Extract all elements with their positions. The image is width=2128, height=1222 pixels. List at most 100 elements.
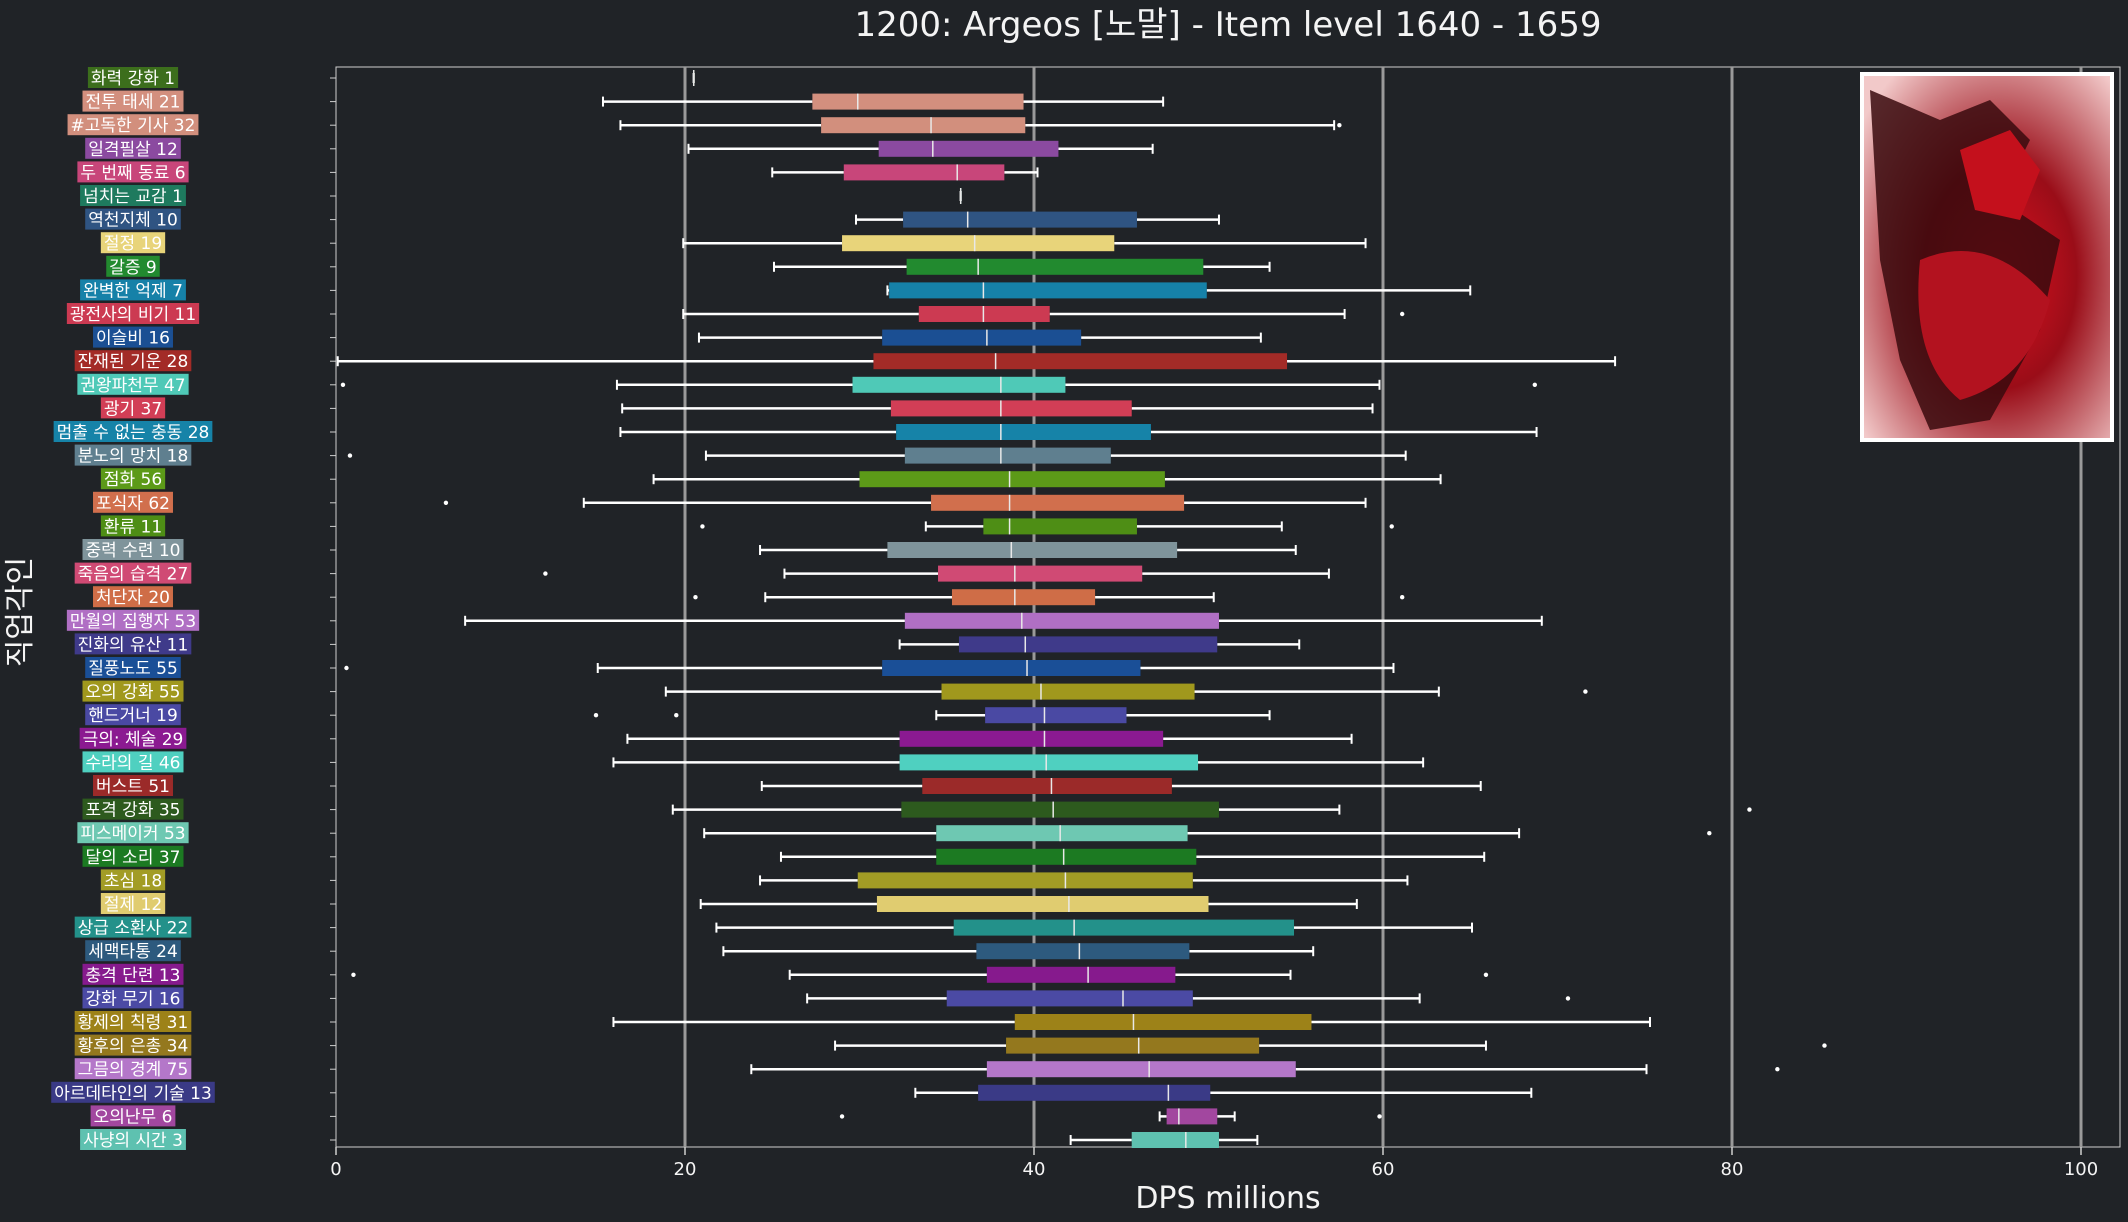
outlier-44-1 (1377, 1114, 1382, 1119)
category-label-bg-44 (90, 1105, 176, 1127)
dragon-body (1918, 251, 2050, 400)
category-label-34: 초심 18 (100, 869, 166, 891)
category-label-11: 이슬비 16 (93, 326, 173, 349)
category-label-18: 포식자 62 (93, 491, 173, 514)
outlier-38-0 (351, 972, 356, 977)
category-label-bg-45 (80, 1129, 186, 1150)
outlier-19-0 (700, 524, 705, 529)
box-row-39 (330, 990, 1571, 1007)
box-row-2 (330, 117, 1342, 134)
category-label-bg-33 (82, 845, 184, 867)
category-label-bg-36 (74, 916, 192, 938)
category-label-16: 분노의 망치 18 (74, 444, 192, 467)
outlier-19-1 (1389, 524, 1394, 529)
box-series (330, 70, 1827, 1148)
category-label-bg-34 (100, 869, 166, 891)
box-26 (941, 683, 1195, 700)
x-tick-label-2: 40 (1023, 1159, 1046, 1180)
category-label-10: 광전사의 비기 11 (66, 303, 200, 325)
box-20 (887, 542, 1178, 558)
category-label-text-12: 잔재된 기운 28 (78, 352, 189, 372)
outlier-44-0 (839, 1114, 845, 1119)
category-label-bg-25 (85, 657, 181, 678)
box-row-18 (330, 494, 1367, 511)
category-label-bg-29 (82, 751, 184, 773)
category-label-text-13: 권왕파천무 47 (80, 376, 185, 396)
box-row-33 (330, 848, 1486, 865)
box-row-45 (330, 1132, 1259, 1148)
outlier-26-0 (1583, 689, 1588, 694)
category-label-text-43: 아르데타인의 기술 13 (54, 1084, 212, 1104)
box-row-40 (330, 1014, 1651, 1030)
box-45 (1131, 1132, 1219, 1148)
category-label-bg-31 (82, 798, 184, 820)
category-label-36: 상급 소환사 22 (74, 916, 192, 939)
category-label-5: 넘치는 교감 1 (80, 185, 186, 207)
category-label-13: 권왕파천무 47 (77, 373, 189, 396)
box-row-15 (330, 424, 1538, 440)
category-label-text-18: 포식자 62 (96, 494, 170, 514)
category-label-text-19: 환류 11 (104, 517, 162, 537)
category-label-38: 충격 단련 13 (82, 963, 184, 986)
box-row-27 (330, 707, 1271, 724)
category-label-bg-27 (85, 704, 181, 726)
outlier-18-0 (443, 500, 449, 505)
box-9 (889, 282, 1207, 299)
category-label-text-40: 황제의 칙령 31 (78, 1013, 189, 1033)
category-label-bg-8 (106, 255, 160, 277)
box-19 (983, 518, 1137, 535)
box-row-38 (330, 966, 1489, 983)
category-label-1: 전투 태세 21 (82, 90, 184, 113)
category-label-32: 피스메이커 53 (77, 822, 189, 844)
category-labels: 화력 강화 1 전투 태세 21 #고독한 기사 32 일격필살 12 두 번째 동료 … (51, 67, 215, 1151)
box-row-3 (330, 140, 1154, 157)
outlier-32-0 (1707, 831, 1712, 836)
category-label-bg-32 (77, 822, 189, 844)
category-label-text-16: 분노의 망치 18 (78, 447, 189, 467)
category-label-37: 세맥타통 24 (85, 940, 181, 962)
outlier-27-1 (674, 713, 679, 718)
box-1 (812, 93, 1024, 110)
category-label-19: 환류 11 (100, 515, 166, 537)
outlier-31-0 (1747, 807, 1752, 812)
category-label-bg-22 (93, 586, 173, 608)
box-row-23 (330, 612, 1543, 629)
category-label-text-36: 상급 소환사 22 (78, 919, 189, 939)
box-row-43 (330, 1084, 1533, 1101)
category-label-26: 오의 강화 55 (82, 680, 184, 703)
category-label-33: 달의 소리 37 (82, 845, 184, 868)
category-label-bg-4 (77, 161, 189, 183)
category-label-42: 그믐의 경계 75 (74, 1058, 192, 1080)
box-16 (904, 447, 1111, 464)
box-18 (931, 494, 1185, 511)
box-row-4 (330, 164, 1039, 181)
category-label-bg-39 (82, 987, 184, 1009)
box-row-1 (330, 93, 1165, 110)
category-label-bg-15 (53, 421, 213, 442)
outlier-39-0 (1565, 996, 1571, 1001)
category-label-text-7: 절정 19 (104, 234, 162, 254)
category-label-text-31: 포격 강화 35 (86, 801, 181, 821)
box-row-31 (330, 801, 1752, 818)
category-label-bg-19 (100, 515, 166, 537)
outlier-2-0 (1337, 123, 1342, 128)
category-label-text-17: 점화 56 (104, 470, 162, 490)
category-label-bg-9 (80, 279, 186, 301)
box-row-9 (330, 282, 1472, 299)
category-label-bg-2 (67, 114, 199, 136)
category-label-bg-20 (82, 539, 184, 560)
category-label-23: 만월의 집행자 53 (66, 609, 200, 632)
category-label-text-20: 중력 수련 10 (86, 541, 181, 561)
category-label-bg-3 (85, 137, 181, 159)
box-row-20 (330, 542, 1297, 558)
x-tick-label-3: 60 (1372, 1159, 1395, 1180)
box-21 (938, 565, 1143, 582)
category-label-21: 죽음의 습격 27 (74, 562, 192, 585)
x-tick-label-5: 100 (2064, 1159, 2098, 1180)
x-tick-label-1: 20 (674, 1159, 697, 1180)
category-label-text-15: 멈출 수 없는 충동 28 (57, 423, 210, 443)
outlier-13-0 (340, 382, 346, 387)
category-label-bg-37 (85, 940, 181, 962)
box-40 (1014, 1014, 1312, 1030)
outlier-41-0 (1822, 1043, 1827, 1048)
